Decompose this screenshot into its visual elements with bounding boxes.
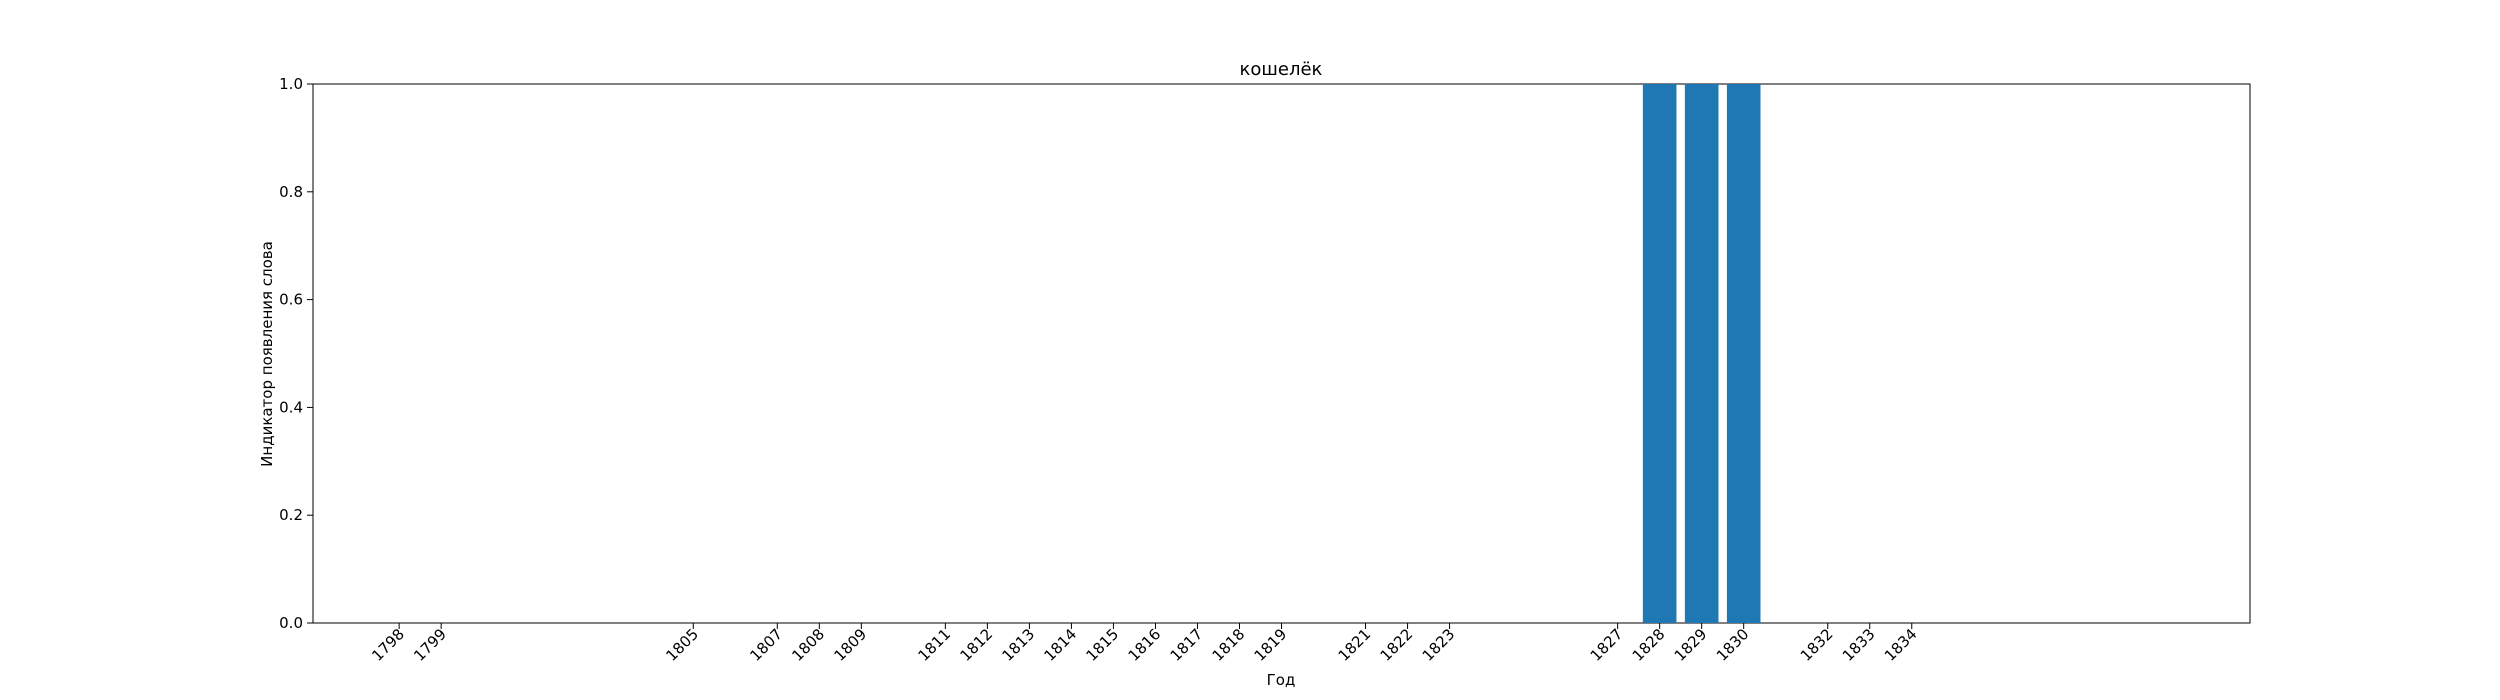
x-tick-label: 1799	[410, 625, 450, 665]
x-tick-label: 1809	[830, 625, 870, 665]
y-axis: 0.0 0.2 0.4 0.6 0.8 1.0	[279, 75, 313, 632]
bar	[1726, 84, 1761, 623]
x-tick-label: 1805	[662, 625, 702, 665]
x-tick-label: 1815	[1083, 625, 1123, 665]
x-tick-label: 1813	[998, 625, 1038, 665]
x-tick-label: 1818	[1209, 625, 1249, 665]
x-tick-label: 1798	[368, 625, 408, 665]
bars	[1642, 84, 1761, 623]
x-axis-title: Год	[1267, 671, 1296, 689]
y-tick-label: 1.0	[279, 75, 303, 93]
x-tick-label: 1823	[1419, 625, 1459, 665]
x-tick-label: 1833	[1839, 625, 1879, 665]
x-tick-label: 1817	[1167, 625, 1207, 665]
y-tick-label: 0.8	[279, 183, 303, 201]
x-tick-label: 1832	[1797, 625, 1837, 665]
x-tick-label: 1814	[1041, 625, 1081, 665]
x-tick-label: 1830	[1713, 625, 1753, 665]
x-tick-label: 1811	[914, 625, 954, 665]
y-tick-label: 0.4	[279, 398, 303, 416]
x-tick-label: 1808	[788, 625, 828, 665]
x-tick-label: 1816	[1125, 625, 1165, 665]
y-tick-label: 0.2	[279, 506, 303, 524]
chart-title: кошелёк	[1240, 59, 1323, 80]
x-tick-label: 1821	[1335, 625, 1375, 665]
x-axis: 1798 1799 1805 1807 1808 1809 1811 1812 1813 1814…	[368, 623, 1921, 665]
y-tick-label: 0.6	[279, 291, 303, 309]
x-tick-label: 1834	[1881, 625, 1921, 665]
plot-area	[312, 83, 2251, 624]
bar	[1642, 84, 1677, 623]
y-axis-title: Индикатор появления слова	[258, 241, 276, 467]
x-tick-label: 1827	[1587, 625, 1627, 665]
x-tick-label: 1828	[1629, 625, 1669, 665]
y-tick-label: 0.0	[279, 614, 303, 632]
plot-frame	[312, 83, 2251, 624]
x-tick-label: 1822	[1377, 625, 1417, 665]
x-tick-label: 1829	[1671, 625, 1711, 665]
bar	[1684, 84, 1719, 623]
x-tick-label: 1807	[746, 625, 786, 665]
x-tick-label: 1819	[1251, 625, 1291, 665]
x-tick-label: 1812	[956, 625, 996, 665]
